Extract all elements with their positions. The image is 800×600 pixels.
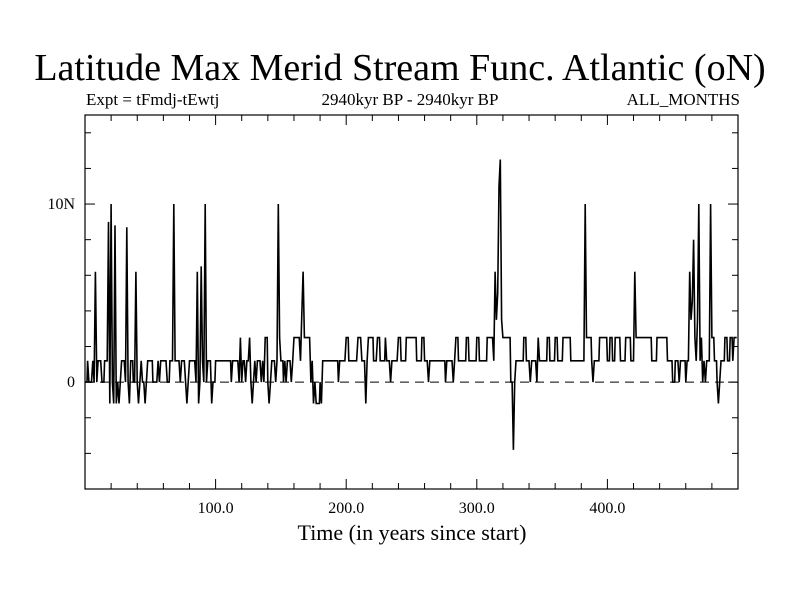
x-axis-title: Time (in years since start) xyxy=(298,520,527,545)
x-tick-label: 200.0 xyxy=(328,500,364,517)
x-tick-label: 100.0 xyxy=(198,500,234,517)
y-tick-label: 10N xyxy=(47,196,75,213)
y-tick-label: 0 xyxy=(67,374,75,391)
x-tick-label: 400.0 xyxy=(589,500,625,517)
period-label: 2940kyr BP - 2940kyr BP xyxy=(321,90,499,109)
x-tick-label: 300.0 xyxy=(459,500,495,517)
chart-title: Latitude Max Merid Stream Func. Atlantic… xyxy=(34,47,766,89)
plot-frame xyxy=(84,114,739,490)
experiment-label: Expt = tFmdj-tEwtj xyxy=(86,90,220,109)
series-line xyxy=(85,159,737,450)
months-label: ALL_MONTHS xyxy=(626,90,740,109)
